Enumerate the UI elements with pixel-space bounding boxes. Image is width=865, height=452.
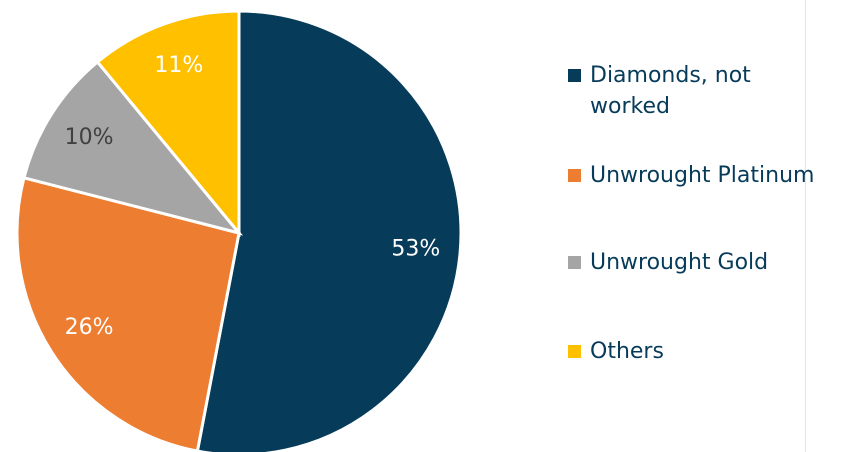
- legend-item: Others: [568, 336, 664, 367]
- data-label: 26%: [65, 315, 114, 340]
- legend-label: Unwrought Gold: [590, 250, 769, 275]
- legend-swatch: [568, 256, 581, 269]
- legend-label: Diamonds, not worked: [590, 63, 751, 119]
- legend-swatch: [568, 169, 581, 182]
- legend-swatch: [568, 345, 581, 358]
- divider: [805, 0, 806, 452]
- pie-slice: [15, 175, 241, 452]
- pie-slice: [95, 9, 241, 238]
- data-label: 10%: [65, 125, 114, 150]
- pie-slice: [195, 9, 463, 452]
- legend-label: Others: [590, 339, 664, 364]
- legend-swatch: [568, 69, 581, 82]
- pie-slice: [22, 59, 244, 236]
- legend-item: Unwrought Gold: [568, 247, 768, 278]
- legend-item: Unwrought Platinum: [568, 160, 814, 191]
- data-label: 11%: [154, 53, 203, 78]
- legend-label: Unwrought Platinum: [590, 163, 815, 188]
- legend-item: Diamonds, not worked: [568, 60, 775, 122]
- data-label: 53%: [391, 237, 440, 262]
